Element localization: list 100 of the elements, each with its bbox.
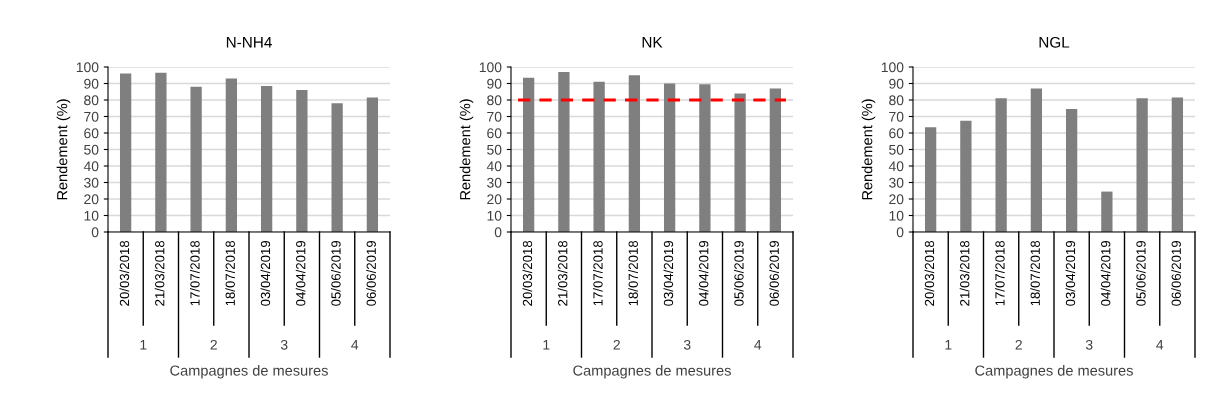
x-tick-label: 17/07/2018 [592, 240, 603, 306]
text: 3 [280, 339, 288, 350]
x-tick-label: 05/06/2019 [1135, 240, 1146, 306]
y-tick-label: 100 [76, 62, 99, 73]
text: 3 [683, 339, 691, 350]
text: 1 [140, 340, 147, 350]
y-tick-label: 10 [84, 210, 99, 221]
x-tick-label: 04/04/2019 [698, 240, 709, 306]
bar [663, 83, 676, 232]
y-tick-label: 50 [84, 144, 99, 155]
y-tick-label: 10 [487, 210, 502, 221]
bar [628, 75, 641, 232]
bar [1136, 98, 1148, 232]
text: 4 [351, 340, 359, 350]
y-tick-label: 20 [889, 194, 904, 205]
y-tick-label: 100 [881, 62, 904, 73]
text: 1 [543, 340, 550, 350]
x-tick-label: 06/06/2019 [1171, 240, 1181, 306]
bar [366, 97, 379, 232]
chart-title: N-NH4 [226, 37, 272, 48]
y-tick-label: 30 [84, 177, 99, 188]
x-tick-label: 03/04/2019 [260, 240, 271, 306]
bar [593, 81, 605, 232]
y-tick-label: 50 [889, 144, 904, 155]
x-tick-label: 20/03/2018 [522, 240, 533, 306]
bar [331, 103, 343, 232]
x-tick-label: 03/04/2019 [1065, 240, 1076, 306]
y-tick-label: 40 [888, 161, 904, 172]
y-tick-label: 50 [487, 144, 502, 155]
x-axis-title: Campagnes de mesures [573, 365, 731, 379]
y-tick-label: 40 [83, 161, 99, 172]
y-axis-title: Rendement (%) [459, 99, 474, 200]
bar [1065, 109, 1078, 232]
y-axis-title: Rendement (%) [56, 99, 71, 200]
x-tick-label: 03/04/2019 [663, 240, 674, 306]
x-tick-label: 06/06/2019 [769, 240, 779, 306]
chart-title: NK [642, 37, 663, 48]
y-tick-label: 100 [479, 62, 502, 73]
y-tick-label: 30 [889, 177, 904, 188]
x-tick-label: 04/04/2019 [295, 240, 306, 306]
y-tick-label: 60 [889, 128, 904, 139]
x-tick-label: 04/04/2019 [1100, 240, 1111, 306]
y-tick-label: 0 [896, 227, 904, 238]
bar [1030, 88, 1043, 232]
x-tick-label: 05/06/2019 [733, 240, 744, 306]
x-tick-label: 18/07/2018 [1030, 240, 1040, 306]
y-tick-label: 0 [494, 227, 502, 238]
x-tick-label: 06/06/2019 [366, 240, 376, 306]
x-tick-label: 21/03/2018 [959, 240, 970, 306]
y-axis-title: Rendement (%) [861, 99, 876, 200]
chart-title: NGL [1039, 36, 1070, 48]
x-tick-label: 20/03/2018 [119, 240, 130, 306]
x-axis-title: Campagnes de mesures [975, 365, 1133, 379]
y-tick-label: 80 [84, 95, 99, 106]
text: 4 [1156, 340, 1164, 350]
x-tick-label: 21/03/2018 [154, 240, 165, 306]
bar [769, 88, 782, 232]
y-tick-label: 70 [487, 111, 502, 122]
text: 1 [945, 340, 952, 350]
bar [155, 72, 167, 232]
bar [296, 90, 308, 232]
y-tick-label: 70 [889, 111, 904, 122]
y-tick-label: 60 [487, 128, 502, 139]
bar [734, 93, 746, 232]
y-tick-label: 20 [487, 194, 502, 205]
text: 2 [1015, 339, 1022, 350]
bar [225, 78, 238, 232]
bar [190, 86, 202, 232]
bar [119, 73, 132, 232]
x-tick-label: 17/07/2018 [189, 240, 200, 306]
text: 2 [210, 339, 217, 350]
y-tick-label: 20 [84, 194, 99, 205]
bar [558, 71, 570, 232]
x-tick-label: 18/07/2018 [628, 240, 638, 306]
y-tick-label: 80 [487, 95, 502, 106]
y-tick-label: 70 [84, 111, 99, 122]
y-tick-label: 90 [889, 78, 904, 89]
x-tick-label: 18/07/2018 [225, 240, 235, 306]
y-tick-label: 40 [486, 161, 502, 172]
x-tick-label: 17/07/2018 [994, 240, 1005, 306]
x-tick-label: 21/03/2018 [557, 240, 568, 306]
text: 3 [1085, 339, 1093, 350]
x-tick-label: 20/03/2018 [924, 240, 935, 306]
text: 4 [754, 340, 762, 350]
bar [522, 77, 535, 232]
y-tick-label: 0 [91, 227, 99, 238]
x-axis-title: Campagnes de mesures [170, 365, 328, 379]
bar [699, 84, 711, 232]
bar [1101, 191, 1113, 232]
y-tick-label: 90 [487, 78, 502, 89]
bar [924, 127, 937, 232]
y-tick-label: 30 [487, 177, 502, 188]
bar [260, 85, 273, 232]
y-tick-label: 60 [84, 128, 99, 139]
y-tick-label: 90 [84, 78, 99, 89]
x-tick-label: 05/06/2019 [330, 240, 341, 306]
text: 2 [613, 339, 620, 350]
bar [960, 120, 972, 232]
bar [995, 98, 1007, 232]
bar [1171, 97, 1184, 232]
